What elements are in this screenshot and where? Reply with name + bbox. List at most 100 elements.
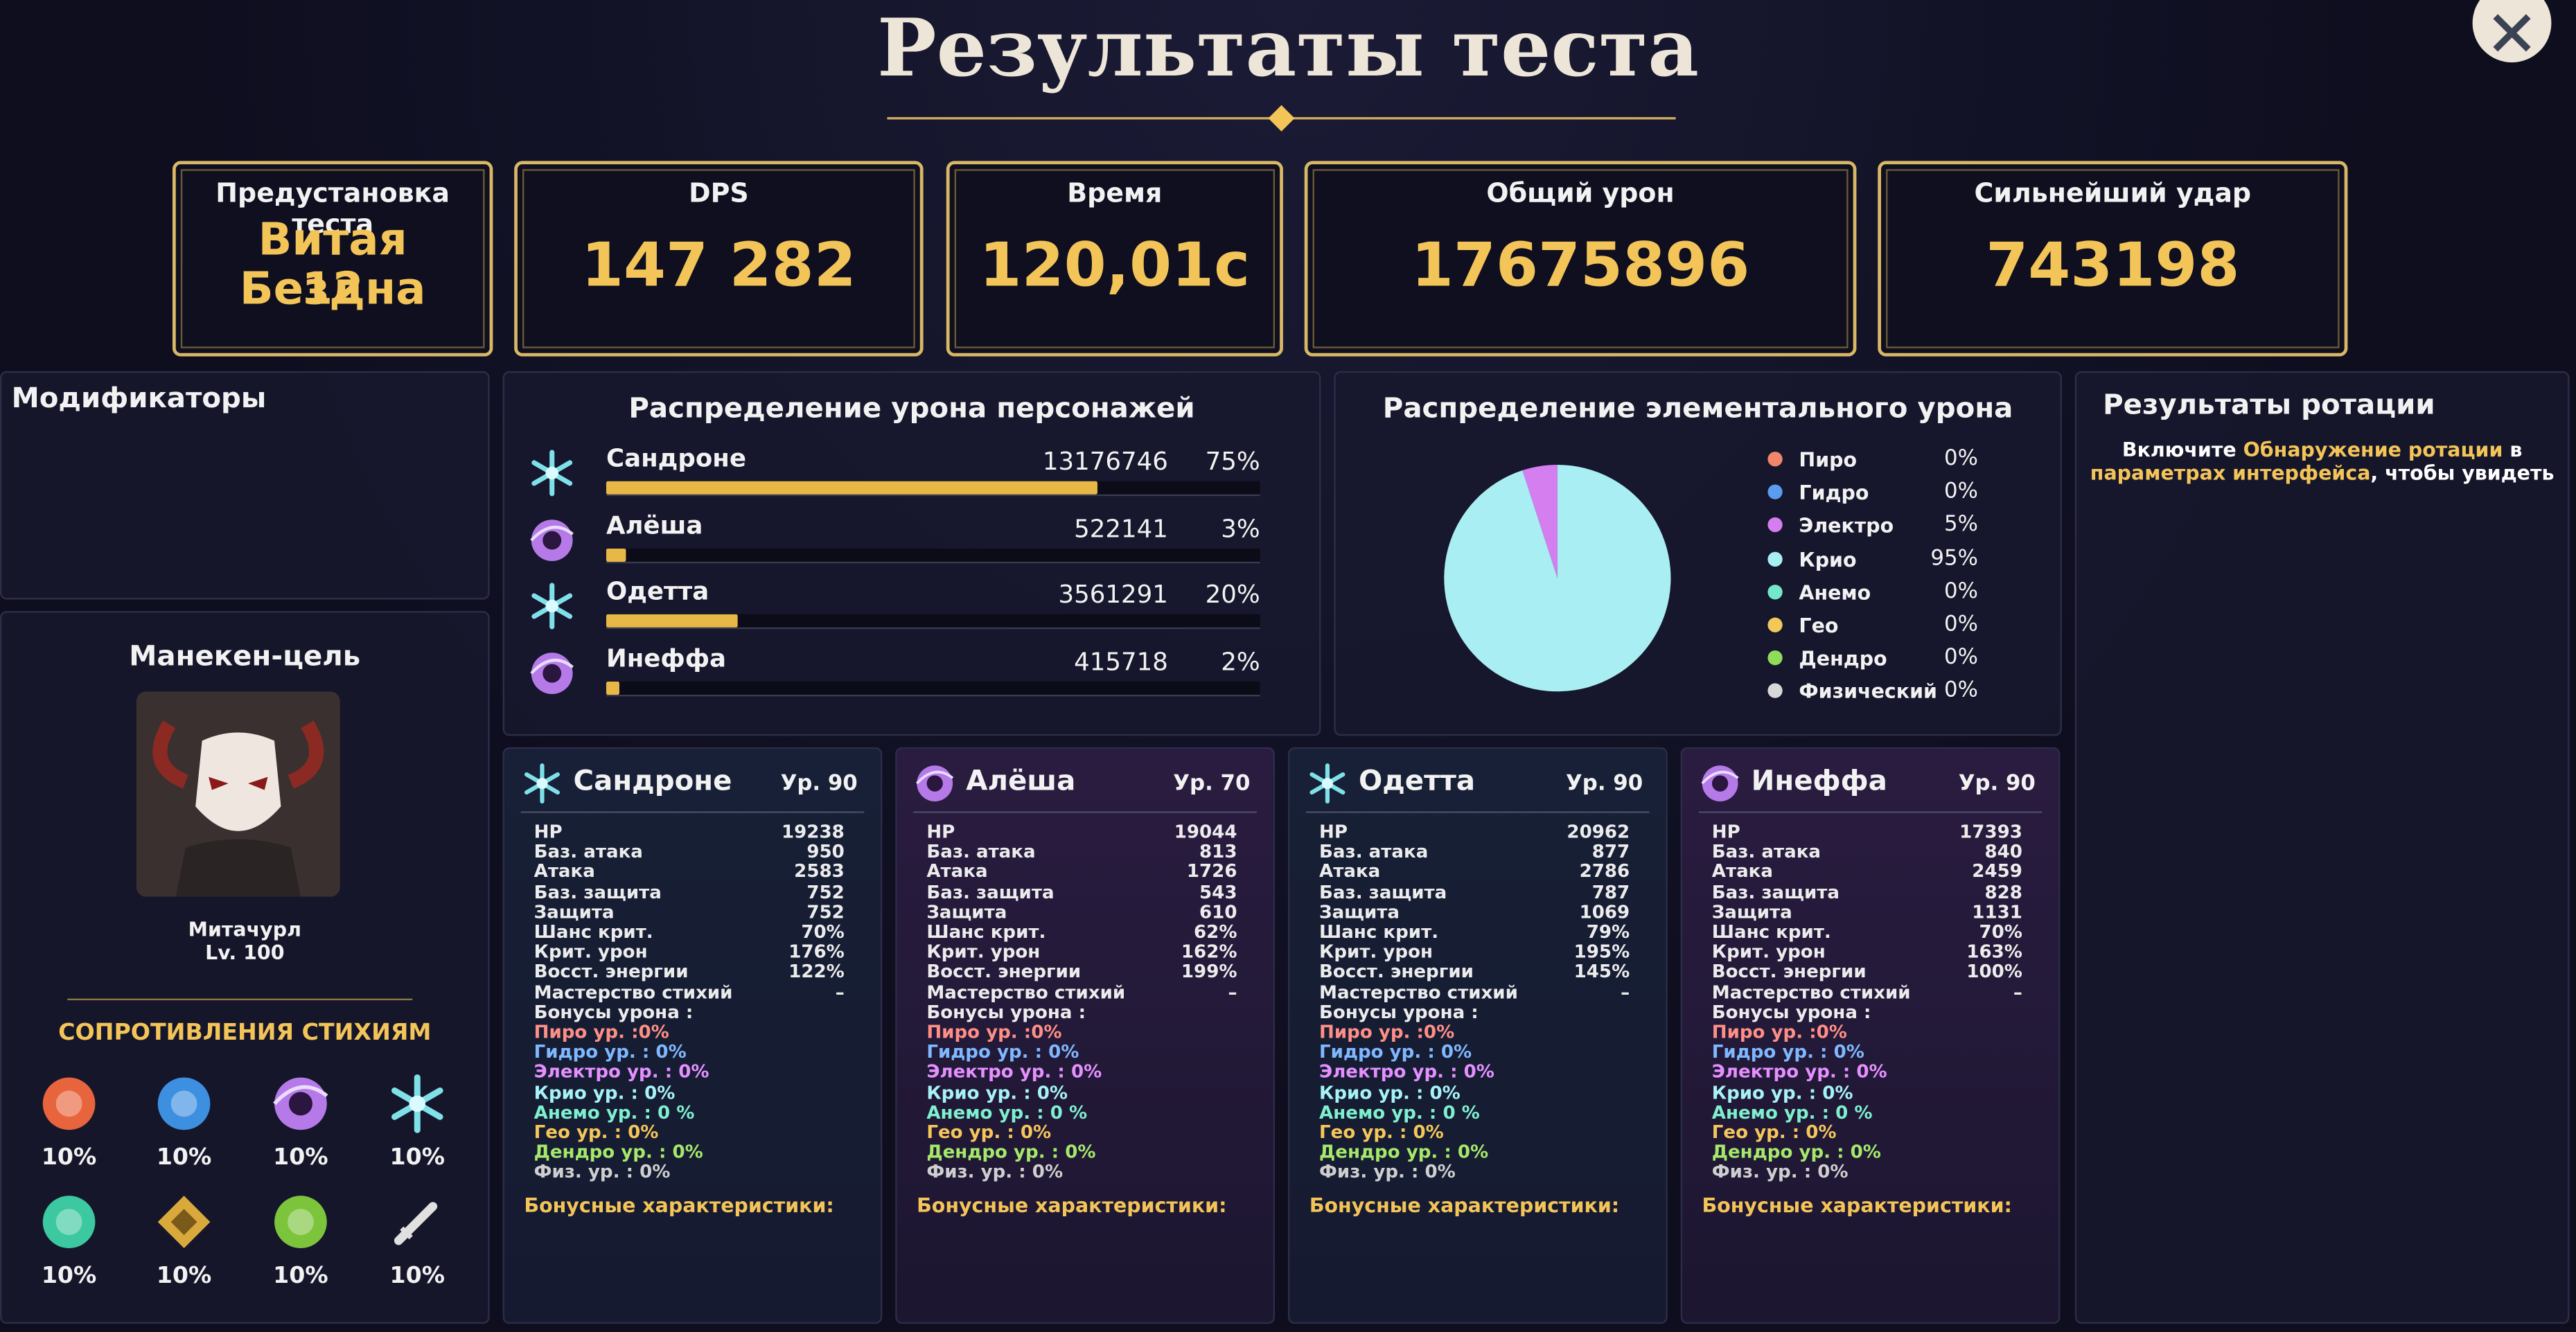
bonus-line: Пиро ур. :0% bbox=[926, 1021, 1062, 1043]
legend-value: 0% bbox=[1943, 679, 1978, 704]
stat-label: Атака bbox=[533, 861, 595, 883]
card-label: Предустановка теста bbox=[215, 177, 450, 240]
legend-swatch bbox=[1767, 650, 1783, 666]
stat-label: HP bbox=[926, 821, 955, 843]
resist-value: 10% bbox=[389, 1144, 445, 1171]
divider bbox=[520, 811, 865, 813]
card-label: Время bbox=[1067, 177, 1163, 209]
stat-label: Баз. атака bbox=[1319, 841, 1429, 863]
bar-track bbox=[606, 680, 1260, 696]
character-level: Ур. 90 bbox=[1565, 772, 1643, 797]
legend-swatch bbox=[1767, 484, 1783, 500]
stat-value: 20962 bbox=[1567, 821, 1630, 843]
stat-value: 19044 bbox=[1174, 821, 1237, 843]
stat-label: Крит. урон bbox=[1319, 941, 1433, 963]
legend-label: Анемо bbox=[1799, 580, 1871, 605]
character-name: Сандроне bbox=[606, 443, 746, 473]
resist-value: 10% bbox=[156, 1144, 212, 1171]
bonus-line: Анемо ур. : 0 % bbox=[926, 1101, 1088, 1124]
resist-title: СОПРОТИВЛЕНИЯ СТИХИЯМ bbox=[58, 1020, 432, 1047]
legend-label: Дендро bbox=[1799, 647, 1887, 671]
character-name: Одетта bbox=[1358, 765, 1476, 799]
stat-value: – bbox=[2013, 981, 2022, 1003]
bonus-line: Крио ур. : 0% bbox=[1319, 1081, 1461, 1103]
divider bbox=[67, 998, 413, 1001]
stat-label: Баз. защита bbox=[1319, 881, 1447, 903]
card-value: 120,01с bbox=[979, 229, 1251, 301]
legend-label: Электро bbox=[1799, 515, 1894, 538]
legend-swatch bbox=[1767, 617, 1783, 632]
stat-value: – bbox=[1621, 981, 1630, 1003]
damage-bar bbox=[606, 614, 737, 628]
character-level: Ур. 70 bbox=[1173, 772, 1251, 797]
bonus-line: Дендро ур. : 0% bbox=[926, 1142, 1096, 1164]
resist-value: 10% bbox=[273, 1263, 328, 1290]
stat-value: 100% bbox=[1966, 961, 2022, 983]
character-icon bbox=[527, 515, 576, 564]
bonus-line: Анемо ур. : 0 % bbox=[533, 1101, 695, 1124]
resist-value: 10% bbox=[156, 1263, 212, 1290]
hint-link: Обнаружение ротации bbox=[2243, 438, 2503, 462]
stat-label: Атака bbox=[1319, 861, 1381, 883]
stat-value: 610 bbox=[1199, 901, 1237, 923]
character-panel: Сандроне Ур. 90 HP 19238 Баз. атака 950 Атака 2… bbox=[502, 747, 883, 1324]
card-value: 17675896 bbox=[1411, 229, 1750, 301]
damage-share: 75% bbox=[1205, 446, 1260, 477]
stat-value: 176% bbox=[788, 941, 845, 963]
extra-title: Бонусные характеристики: bbox=[1702, 1193, 2012, 1217]
stat-label: HP bbox=[1711, 821, 1740, 843]
legend-swatch bbox=[1767, 584, 1783, 599]
close-button[interactable] bbox=[2472, 0, 2552, 63]
stat-value: 122% bbox=[788, 961, 845, 983]
stat-label: Шанс крит. bbox=[533, 921, 653, 943]
stat-value: 543 bbox=[1199, 881, 1237, 903]
stat-value: 813 bbox=[1199, 841, 1237, 863]
stat-value: 1131 bbox=[1972, 901, 2022, 923]
stat-value: 1069 bbox=[1579, 901, 1630, 923]
stat-label: Шанс крит. bbox=[926, 921, 1046, 943]
legend-label: Гео bbox=[1799, 614, 1839, 638]
card-label: Сильнейший удар bbox=[1974, 177, 2252, 209]
damage-bar bbox=[606, 547, 626, 561]
stat-label: Защита bbox=[1319, 901, 1400, 923]
card-label: DPS bbox=[689, 177, 749, 209]
damage-value: 522141 bbox=[1074, 513, 1168, 543]
bonus-line: Гео ур. : 0% bbox=[926, 1121, 1052, 1144]
damage-share: 20% bbox=[1205, 580, 1260, 610]
rotation-panel: Результаты ротации Включите Обнаружение … bbox=[2074, 371, 2570, 1324]
resist-icon bbox=[153, 1072, 215, 1135]
bonus-line: Крио ур. : 0% bbox=[1711, 1081, 1853, 1103]
stat-value: 2583 bbox=[794, 861, 845, 883]
character-panel: Инеффа Ур. 90 HP 17393 Баз. атака 840 Атака 245… bbox=[1680, 747, 2061, 1324]
bonus-title: Бонусы урона : bbox=[533, 1001, 694, 1023]
bonus-line: Физ. ур. : 0% bbox=[533, 1162, 671, 1184]
bonus-line: Крио ур. : 0% bbox=[926, 1081, 1068, 1103]
stat-value: – bbox=[835, 981, 845, 1003]
character-name: Алёша bbox=[966, 765, 1076, 799]
card-label: Общий урон bbox=[1486, 177, 1675, 209]
stat-value: 2786 bbox=[1579, 861, 1630, 883]
stat-value: 62% bbox=[1194, 921, 1237, 943]
resist-icon bbox=[386, 1191, 448, 1253]
stat-label: Баз. защита bbox=[533, 881, 662, 903]
stat-value: 17393 bbox=[1959, 821, 2022, 843]
pie-slice bbox=[1444, 465, 1671, 692]
damage-value: 13176746 bbox=[1042, 446, 1168, 477]
stat-label: Атака bbox=[926, 861, 988, 883]
stat-label: Крит. урон bbox=[926, 941, 1041, 963]
damage-bar bbox=[606, 680, 619, 694]
resist-value: 10% bbox=[389, 1263, 445, 1290]
character-name: Инеффа bbox=[606, 643, 727, 673]
panel-title: Результаты ротации bbox=[2103, 389, 2435, 423]
page-title: Результаты теста bbox=[876, 3, 1700, 96]
bonus-line: Крио ур. : 0% bbox=[533, 1081, 676, 1103]
character-icon bbox=[1306, 762, 1349, 805]
bonus-line: Дендро ур. : 0% bbox=[1711, 1142, 1881, 1164]
card-value: 147 282 bbox=[581, 229, 856, 301]
stat-label: Мастерство стихий bbox=[1319, 981, 1518, 1003]
extra-title: Бонусные характеристики: bbox=[1309, 1193, 1620, 1217]
character-panel: Одетта Ур. 90 HP 20962 Баз. атака 877 Атака 278… bbox=[1287, 747, 1668, 1324]
stat-value: 70% bbox=[1979, 921, 2022, 943]
rotation-hint: Включите Обнаружение ротации в параметра… bbox=[2076, 438, 2568, 484]
bonus-line: Физ. ур. : 0% bbox=[1711, 1162, 1849, 1184]
